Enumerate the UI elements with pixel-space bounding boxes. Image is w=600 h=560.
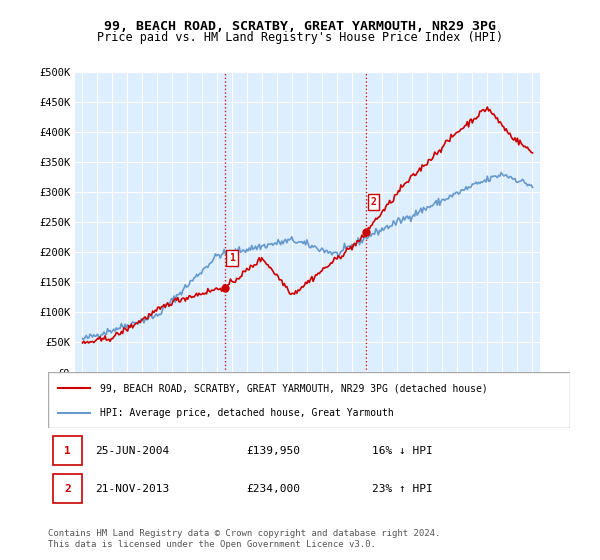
Text: £234,000: £234,000 bbox=[247, 484, 301, 494]
Text: 25-JUN-2004: 25-JUN-2004 bbox=[95, 446, 169, 456]
Text: £139,950: £139,950 bbox=[247, 446, 301, 456]
Text: 23% ↑ HPI: 23% ↑ HPI bbox=[371, 484, 433, 494]
Text: 21-NOV-2013: 21-NOV-2013 bbox=[95, 484, 169, 494]
Text: 1: 1 bbox=[64, 446, 71, 456]
FancyBboxPatch shape bbox=[48, 372, 570, 428]
Text: Contains HM Land Registry data © Crown copyright and database right 2024.
This d: Contains HM Land Registry data © Crown c… bbox=[48, 529, 440, 549]
Text: 99, BEACH ROAD, SCRATBY, GREAT YARMOUTH, NR29 3PG: 99, BEACH ROAD, SCRATBY, GREAT YARMOUTH,… bbox=[104, 20, 496, 32]
FancyBboxPatch shape bbox=[53, 474, 82, 503]
Text: 99, BEACH ROAD, SCRATBY, GREAT YARMOUTH, NR29 3PG (detached house): 99, BEACH ROAD, SCRATBY, GREAT YARMOUTH,… bbox=[100, 383, 488, 393]
Text: HPI: Average price, detached house, Great Yarmouth: HPI: Average price, detached house, Grea… bbox=[100, 408, 394, 418]
Text: 1: 1 bbox=[229, 253, 235, 263]
Text: 2: 2 bbox=[64, 484, 71, 494]
Text: 2: 2 bbox=[370, 197, 376, 207]
FancyBboxPatch shape bbox=[53, 436, 82, 465]
Text: 16% ↓ HPI: 16% ↓ HPI bbox=[371, 446, 433, 456]
Text: Price paid vs. HM Land Registry's House Price Index (HPI): Price paid vs. HM Land Registry's House … bbox=[97, 31, 503, 44]
